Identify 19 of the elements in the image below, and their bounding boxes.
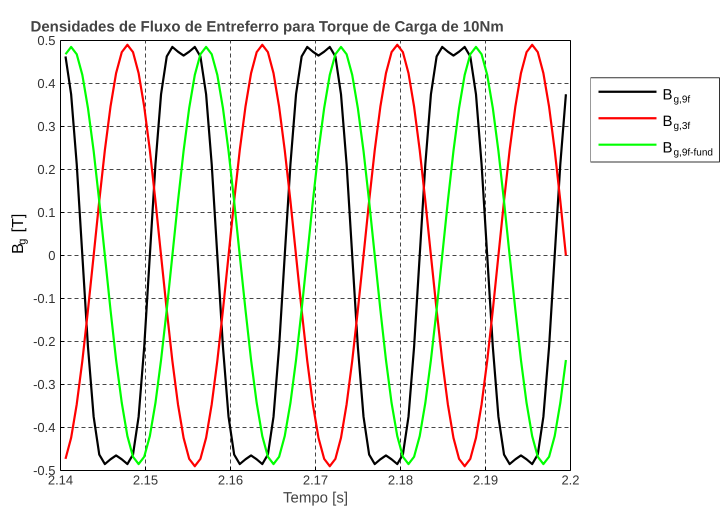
chart-title: Densidades de Fluxo de Entreferro para Torque de Carga de 10Nm (30, 18, 504, 36)
y-axis-title: Bg [T] (10, 214, 28, 254)
y-tick-label: -0.3 (33, 377, 56, 392)
x-tick-label: 2.2 (561, 472, 580, 488)
y-tick-label: 0 (48, 248, 56, 263)
y-tick-label: 0.1 (37, 205, 56, 220)
x-tick-label: 2.16 (218, 472, 244, 488)
y-tick-label: -0.4 (33, 420, 56, 435)
x-tick-label: 2.19 (472, 472, 498, 488)
x-axis-title: Tempo [s] (282, 490, 348, 506)
y-tick-label: 0.3 (37, 119, 56, 134)
y-tick-label: -0.1 (33, 291, 56, 306)
y-tick-label: -0.2 (33, 334, 56, 349)
y-tick-label: 0.4 (37, 76, 56, 91)
x-tick-label: 2.18 (388, 472, 414, 488)
x-tick-label: 2.15 (132, 472, 158, 488)
y-tick-label: 0.2 (37, 162, 56, 177)
x-tick-label: 2.17 (302, 472, 328, 488)
y-tick-label: 0.5 (37, 33, 56, 48)
